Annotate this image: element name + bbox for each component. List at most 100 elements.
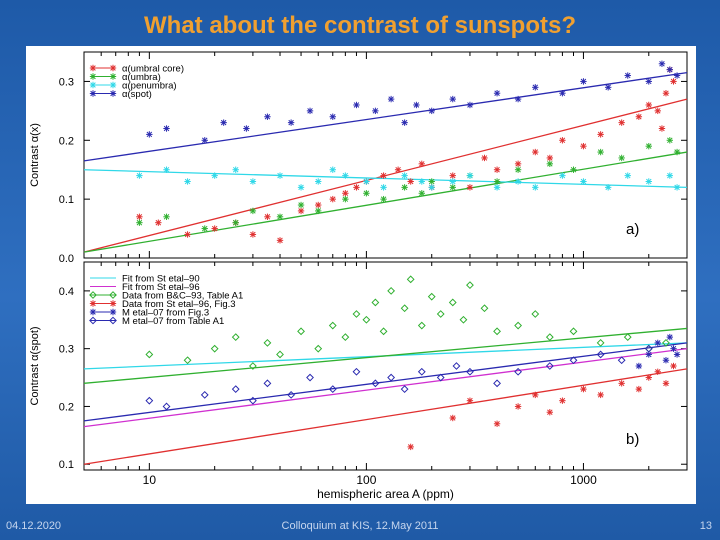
data-point xyxy=(276,350,284,359)
y-tick-label: 0.1 xyxy=(59,194,74,206)
data-point xyxy=(617,356,626,365)
data-point xyxy=(342,190,349,197)
fit-line xyxy=(83,348,688,428)
data-point xyxy=(136,213,143,220)
data-point xyxy=(387,95,395,103)
data-point xyxy=(263,338,272,347)
data-point xyxy=(342,195,349,203)
data-point xyxy=(211,172,218,179)
data-point xyxy=(666,66,674,73)
data-point xyxy=(306,373,314,382)
legend-entry: Fit from St etal–90 xyxy=(122,274,200,285)
data-point xyxy=(662,90,670,97)
fit-line xyxy=(83,169,688,189)
data-point xyxy=(249,207,257,215)
data-point xyxy=(666,333,674,341)
legend-marker xyxy=(109,73,117,80)
data-point xyxy=(306,107,314,115)
data-point xyxy=(645,78,652,85)
data-point xyxy=(597,148,604,156)
fit-line xyxy=(83,71,688,162)
data-point xyxy=(546,154,554,162)
data-point xyxy=(654,339,661,347)
data-point xyxy=(400,385,409,394)
data-point xyxy=(466,101,474,109)
data-point xyxy=(580,178,587,185)
data-point xyxy=(545,333,554,342)
data-point xyxy=(635,113,643,120)
legend-marker xyxy=(89,73,97,80)
data-point xyxy=(427,292,436,301)
data-point xyxy=(372,107,379,115)
y-axis-label: Contrast α(spot) xyxy=(29,326,41,405)
data-point xyxy=(624,72,631,79)
data-point xyxy=(353,101,360,109)
data-point xyxy=(401,119,408,126)
fit-line xyxy=(83,342,688,422)
data-point xyxy=(466,184,474,191)
legend-marker xyxy=(89,81,97,89)
data-point xyxy=(493,178,501,185)
data-point xyxy=(654,107,661,115)
data-point xyxy=(210,344,219,353)
panel-label: a) xyxy=(626,221,639,238)
data-point xyxy=(546,409,554,416)
data-point xyxy=(163,166,170,173)
data-point xyxy=(597,131,604,138)
data-point xyxy=(673,184,681,191)
legend-entry: M etal–07 from Table A1 xyxy=(122,316,224,327)
data-point xyxy=(418,160,425,168)
data-point xyxy=(604,184,612,191)
legend-marker xyxy=(109,90,117,97)
data-point xyxy=(670,362,677,370)
y-tick-label: 0.3 xyxy=(59,344,74,356)
data-point xyxy=(635,385,643,393)
data-point xyxy=(287,119,295,126)
legend-marker xyxy=(89,300,97,307)
data-point xyxy=(401,184,408,191)
data-point xyxy=(623,333,632,342)
plot-frame-a xyxy=(83,51,688,259)
data-point xyxy=(287,390,296,399)
data-point xyxy=(428,178,435,185)
footer-date: 04.12.2020 xyxy=(6,520,62,532)
data-point xyxy=(448,298,457,307)
data-point xyxy=(342,172,349,179)
data-point xyxy=(145,350,154,359)
data-point xyxy=(315,207,322,215)
data-point xyxy=(645,374,652,381)
data-point xyxy=(428,184,435,191)
data-point xyxy=(514,160,522,168)
data-point xyxy=(532,391,539,399)
y-axis-label: Contrast α(x) xyxy=(29,123,41,187)
legend-marker xyxy=(109,81,117,89)
legend-entry: Data from St etal–96, Fig.3 xyxy=(122,299,236,310)
y-tick-label: 0.0 xyxy=(59,253,74,265)
data-point xyxy=(580,385,587,393)
legend-entry: α(umbral core) xyxy=(122,64,184,75)
data-point xyxy=(514,95,522,103)
data-point xyxy=(559,397,566,404)
data-point xyxy=(163,125,170,132)
y-tick-label: 0.2 xyxy=(59,401,74,413)
x-tick-label: 100 xyxy=(356,473,376,487)
data-point xyxy=(232,219,239,226)
data-point xyxy=(220,119,227,126)
data-point xyxy=(662,380,670,387)
fit-line xyxy=(83,151,688,253)
fit-line xyxy=(83,368,688,465)
data-point xyxy=(493,327,501,336)
data-point xyxy=(436,373,445,382)
panel-label: b) xyxy=(626,431,639,448)
data-point xyxy=(673,148,681,156)
x-axis-label: hemispheric area A (ppm) xyxy=(317,487,454,501)
legend-entry: α(penumbra) xyxy=(122,81,177,92)
data-point xyxy=(466,397,474,404)
data-point xyxy=(264,113,271,120)
data-point xyxy=(654,368,661,375)
data-point xyxy=(597,391,604,399)
data-point xyxy=(394,166,402,173)
data-point xyxy=(466,172,474,179)
data-point xyxy=(248,362,257,370)
legend-marker xyxy=(89,291,97,299)
